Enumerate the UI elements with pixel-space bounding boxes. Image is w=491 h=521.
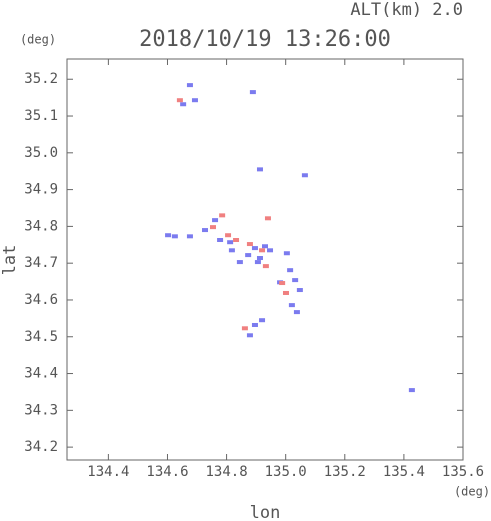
y-tick-label: 34.9: [24, 182, 58, 198]
y-tick-label: 35.0: [24, 145, 58, 161]
echo: [287, 268, 294, 273]
echo: [245, 253, 252, 258]
echo: [212, 218, 219, 223]
echo: [176, 98, 183, 103]
x-tick-label: 135.0: [265, 464, 307, 480]
echo: [251, 246, 258, 251]
y-axis-label: lat: [0, 245, 20, 276]
echo: [165, 233, 172, 238]
echo: [225, 233, 232, 238]
echo: [254, 260, 261, 265]
echo: [296, 288, 303, 293]
echo: [292, 278, 299, 283]
echo: [186, 83, 193, 88]
x-tick-label: 135.4: [383, 464, 425, 480]
echo: [282, 290, 289, 295]
echo: [249, 90, 256, 95]
echo: [262, 264, 269, 269]
echo: [241, 326, 248, 331]
echo: [259, 318, 266, 323]
x-tick-label: 134.6: [146, 464, 188, 480]
echo: [246, 242, 253, 247]
echo: [293, 310, 300, 315]
echo: [283, 251, 290, 256]
echo: [262, 244, 268, 249]
x-axis-label: lon: [250, 503, 281, 521]
y-tick-label: 34.7: [24, 255, 58, 271]
y-tick-label: 34.2: [24, 439, 58, 455]
y-tick-label: 34.5: [24, 329, 58, 345]
echo: [227, 240, 234, 245]
echo: [171, 234, 178, 239]
echo: [246, 333, 253, 338]
echo: [408, 388, 415, 393]
echo: [202, 228, 209, 233]
x-tick-label: 135.6: [442, 464, 484, 480]
y-tick-label: 35.1: [24, 108, 58, 124]
echo: [228, 248, 235, 253]
echo: [267, 248, 274, 253]
echo: [180, 102, 187, 107]
y-tick-label: 34.4: [24, 366, 58, 382]
y-tick-label: 34.6: [24, 292, 58, 308]
echo: [219, 213, 226, 218]
echo: [236, 260, 243, 265]
echo: [264, 216, 271, 221]
x-tick-label: 134.8: [206, 464, 248, 480]
echo: [217, 238, 224, 243]
echo: [256, 167, 263, 172]
echo: [279, 281, 286, 286]
y-tick-label: 34.3: [24, 402, 58, 418]
x-tick-label: 134.4: [87, 464, 129, 480]
echo: [251, 322, 258, 327]
x-unit: (deg): [454, 485, 490, 499]
echo: [233, 238, 240, 243]
altitude: ALT(km) 2.0: [350, 0, 463, 20]
x-tick-label: 135.2: [324, 464, 366, 480]
y-unit: (deg): [20, 33, 56, 47]
y-tick-label: 35.2: [24, 71, 58, 87]
echo: [256, 256, 263, 261]
y-tick-label: 34.8: [24, 218, 58, 234]
echo: [191, 98, 198, 103]
chart-title: 2018/10/19 13:26:00: [139, 27, 391, 52]
plot-frame: [66, 58, 464, 461]
echo: [209, 225, 216, 230]
echo: [186, 234, 193, 239]
echo: [288, 303, 295, 308]
echo: [259, 248, 266, 253]
echo: [301, 173, 308, 178]
